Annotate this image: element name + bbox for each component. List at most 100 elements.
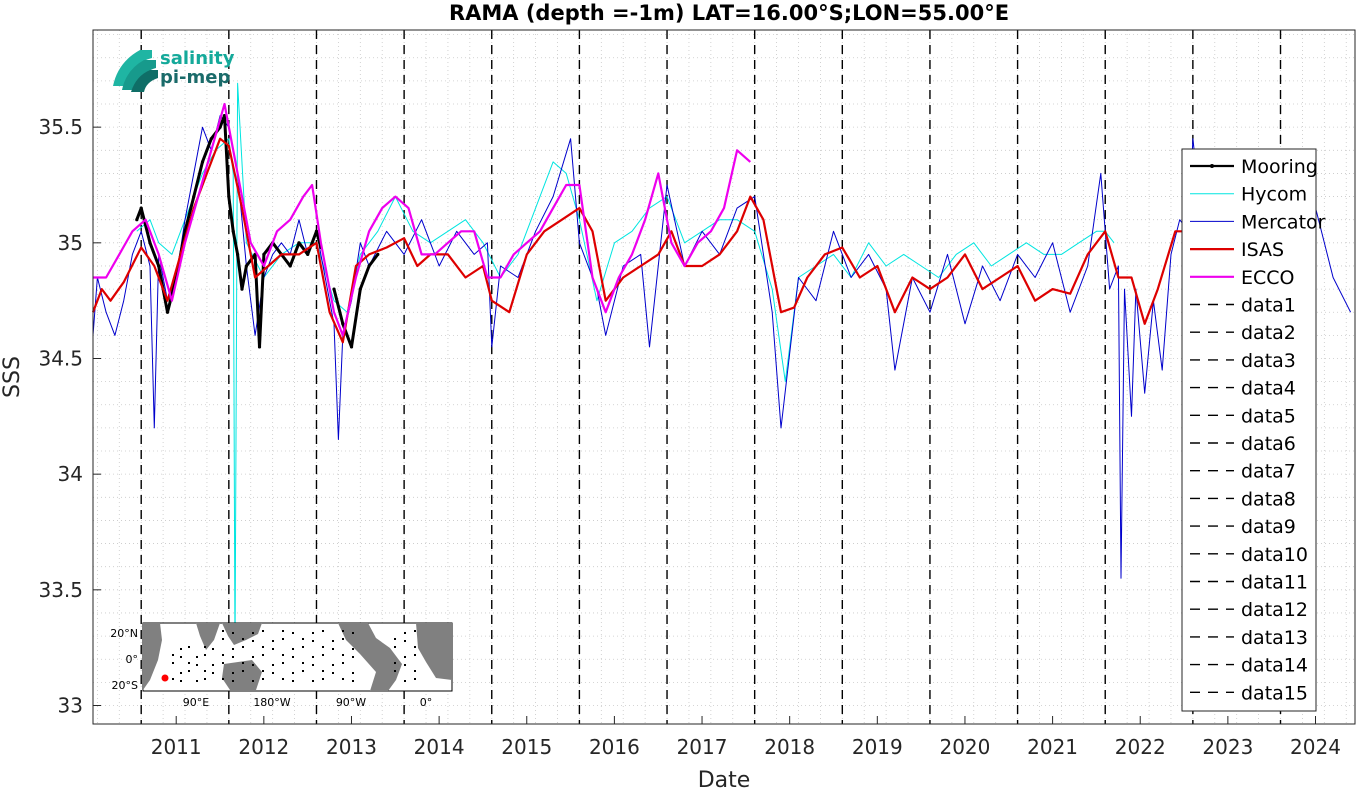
inset-mooring-site bbox=[180, 648, 182, 650]
inset-mooring-site bbox=[196, 680, 198, 682]
y-tick-label: 33.5 bbox=[38, 578, 83, 602]
inset-mooring-site bbox=[222, 678, 224, 680]
inset-mooring-site bbox=[262, 630, 264, 632]
inset-mooring-site bbox=[292, 648, 294, 650]
inset-mooring-site bbox=[252, 680, 254, 682]
inset-mooring-site bbox=[232, 648, 234, 650]
inset-map-land-west-africa bbox=[416, 623, 452, 680]
x-tick-label: 2021 bbox=[1027, 735, 1078, 759]
inset-mooring-site bbox=[188, 662, 190, 664]
series-point-mooring bbox=[231, 229, 235, 233]
grid-layer bbox=[93, 30, 1355, 724]
inset-mooring-site bbox=[404, 664, 406, 666]
inset-mooring-site bbox=[312, 680, 314, 682]
logo-wave-icon-3 bbox=[131, 70, 158, 92]
legend-label: data13 bbox=[1241, 627, 1308, 649]
series-point-mooring bbox=[157, 264, 161, 268]
inset-mooring-site bbox=[282, 662, 284, 664]
inset-mooring-site bbox=[312, 640, 314, 642]
series-point-mooring bbox=[135, 218, 139, 222]
legend-label: data12 bbox=[1241, 599, 1308, 621]
logo-text-line1: salinity bbox=[160, 48, 235, 69]
series-point-mooring bbox=[367, 264, 371, 268]
x-tick-label: 2023 bbox=[1202, 735, 1253, 759]
series-point-mooring bbox=[139, 206, 143, 210]
inset-x-label-2: 180°W bbox=[253, 696, 290, 709]
inset-mooring-site bbox=[332, 664, 334, 666]
logo-text-line2: pi-mep bbox=[160, 67, 230, 88]
inset-mooring-site bbox=[232, 672, 234, 674]
legend-label: data4 bbox=[1241, 378, 1296, 400]
series-line-mercator bbox=[92, 115, 1352, 579]
inset-mooring-site bbox=[312, 632, 314, 634]
series-line-hycom bbox=[136, 82, 1115, 660]
inset-mooring-site bbox=[352, 648, 354, 650]
inset-mooring-site bbox=[302, 638, 304, 640]
inset-mooring-site bbox=[322, 630, 324, 632]
inset-mooring-site bbox=[414, 670, 416, 672]
inset-mooring-site bbox=[282, 678, 284, 680]
series-point-mooring bbox=[358, 287, 362, 291]
inset-mooring-site bbox=[222, 630, 224, 632]
inset-mooring-site bbox=[404, 640, 406, 642]
legend-label: ECCO bbox=[1241, 267, 1295, 289]
x-tick-label: 2019 bbox=[852, 735, 903, 759]
legend-label: data1 bbox=[1241, 295, 1296, 317]
inset-map-land-india bbox=[196, 623, 220, 650]
inset-mooring-site bbox=[262, 646, 264, 648]
inset-mooring-site bbox=[262, 654, 264, 656]
inset-mooring-site bbox=[222, 638, 224, 640]
inset-mooring-site bbox=[394, 662, 396, 664]
series-point-mooring bbox=[376, 252, 380, 256]
x-tick-label: 2020 bbox=[939, 735, 990, 759]
inset-mooring-site bbox=[342, 638, 344, 640]
inset-mooring-site bbox=[342, 654, 344, 656]
inset-mooring-site bbox=[342, 678, 344, 680]
inset-mooring-site bbox=[272, 672, 274, 674]
inset-mooring-site bbox=[252, 632, 254, 634]
inset-mooring-site bbox=[262, 678, 264, 680]
inset-mooring-site bbox=[242, 670, 244, 672]
inset-y-label-3: 20°S bbox=[112, 679, 138, 692]
logo-wave-icon-2 bbox=[122, 60, 156, 90]
inset-mooring-site bbox=[212, 672, 214, 674]
series-point-mooring bbox=[332, 287, 336, 291]
x-tick-label: 2016 bbox=[589, 735, 640, 759]
inset-mooring-site bbox=[322, 670, 324, 672]
series-point-mooring bbox=[306, 252, 310, 256]
inset-mooring-site bbox=[414, 630, 416, 632]
inset-mooring-site bbox=[352, 656, 354, 658]
inset-map-land-africa bbox=[143, 623, 162, 690]
inset-mooring-site bbox=[302, 646, 304, 648]
series-line-ecco bbox=[93, 102, 752, 337]
inset-mooring-site bbox=[252, 656, 254, 658]
inset-mooring-site bbox=[252, 664, 254, 666]
legend-label: Mooring bbox=[1241, 156, 1318, 178]
inset-mooring-site bbox=[352, 632, 354, 634]
inset-mooring-site bbox=[282, 630, 284, 632]
inset-mooring-site bbox=[262, 670, 264, 672]
logo-wave-icon bbox=[113, 50, 152, 86]
inset-mooring-site bbox=[232, 656, 234, 658]
legend-box bbox=[1181, 148, 1317, 712]
series-layer bbox=[91, 82, 1352, 660]
inset-x-label-4: 0° bbox=[420, 696, 433, 709]
plot-frame bbox=[92, 29, 1356, 725]
inset-mooring-site bbox=[232, 680, 234, 682]
x-axis-ticks: 2011 2012 2013 2014 2015 2016 2017 2018 2019 2020… bbox=[151, 716, 1341, 759]
inset-mooring-site bbox=[180, 680, 182, 682]
inset-mooring-site bbox=[172, 654, 174, 656]
inset-map-ocean bbox=[142, 622, 453, 692]
y-tick-label: 34.5 bbox=[38, 346, 83, 370]
inset-mooring-site bbox=[302, 662, 304, 664]
x-tick-label: 2013 bbox=[326, 735, 377, 759]
legend-label: data15 bbox=[1241, 682, 1308, 704]
x-tick-label: 2014 bbox=[414, 735, 465, 759]
inset-mooring-site bbox=[282, 654, 284, 656]
inset-mooring-site bbox=[180, 656, 182, 658]
inset-map-land-australia bbox=[222, 660, 262, 690]
x-tick-label: 2015 bbox=[501, 735, 552, 759]
inset-mooring-site bbox=[322, 654, 324, 656]
x-tick-label: 2018 bbox=[764, 735, 815, 759]
series-point-mooring bbox=[227, 194, 231, 199]
